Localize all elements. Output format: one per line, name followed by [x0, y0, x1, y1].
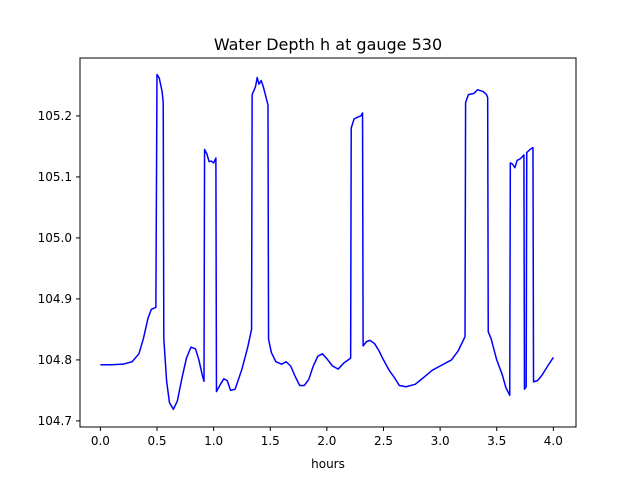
plot-frame: [79, 57, 577, 428]
x-tick-label: 2.0: [317, 434, 336, 448]
x-tick-label: 0.5: [147, 434, 166, 448]
y-tick-label: 104.9: [38, 292, 72, 306]
series-line-0: [100, 73, 554, 411]
x-tick-label: 1.5: [261, 434, 280, 448]
y-axis: 104.7 104.8 104.9 105.0 105.1 105.2: [38, 109, 80, 428]
x-axis: 0.0 0.5 1.0 1.5 2.0 2.5 3.0 3.5 4.0: [91, 427, 563, 448]
x-tick-label: 2.5: [374, 434, 393, 448]
y-tick-label: 105.2: [38, 109, 72, 123]
plot-area: [79, 57, 577, 428]
x-axis-label: hours: [311, 457, 345, 471]
x-tick-label: 1.0: [204, 434, 223, 448]
x-tick-label: 4.0: [544, 434, 563, 448]
y-tick-label: 104.8: [38, 353, 72, 367]
chart-title: Water Depth h at gauge 530: [214, 35, 442, 54]
y-tick-label: 104.7: [38, 414, 72, 428]
y-tick-label: 105.1: [38, 170, 72, 184]
y-tick-label: 105.0: [38, 231, 72, 245]
x-tick-label: 3.0: [431, 434, 450, 448]
x-tick-label: 3.5: [487, 434, 506, 448]
x-tick-label: 0.0: [91, 434, 110, 448]
